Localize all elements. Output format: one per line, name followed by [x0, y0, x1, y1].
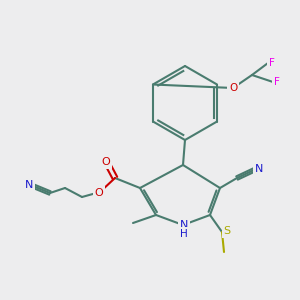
Text: F: F [274, 77, 280, 87]
Text: S: S [224, 226, 231, 236]
Text: N: N [25, 180, 33, 190]
Text: O: O [94, 188, 103, 198]
Text: O: O [229, 83, 237, 93]
Text: F: F [269, 58, 275, 68]
Text: N: N [255, 164, 263, 174]
Text: H: H [180, 229, 188, 239]
Text: O: O [102, 157, 110, 167]
Text: N: N [180, 220, 188, 230]
